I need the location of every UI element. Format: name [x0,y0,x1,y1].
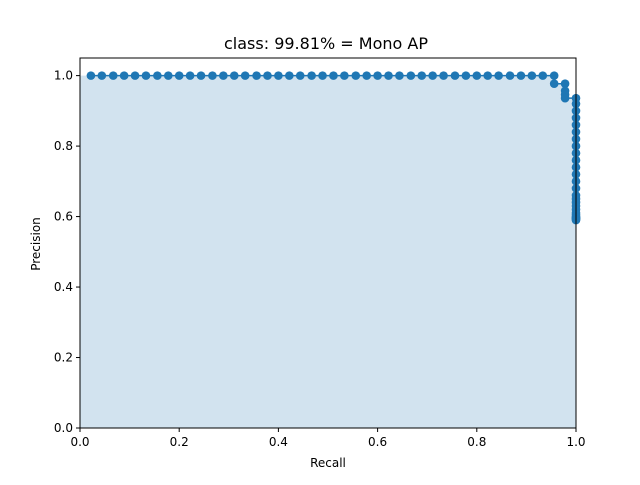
pr-curve-point [516,71,526,80]
pr-curve-point [560,93,570,103]
y-tick-label: 0.4 [54,280,73,294]
pr-curve-point [263,71,272,80]
pr-curve-point [295,71,305,80]
pr-curve-point [240,71,250,80]
pr-curve-point [439,71,448,80]
pr-curve-point [373,71,382,80]
pr-curve-point [417,71,427,80]
pr-curve-point [307,71,316,80]
pr-curve-point [395,71,404,80]
plot-area [80,71,581,428]
pr-curve-point [329,71,338,80]
x-axis-label: Recall [310,456,346,470]
pr-curve-point [196,71,206,80]
axes-frame [79,57,577,429]
pr-curve-point [538,71,548,80]
pr-curve-point [461,71,471,80]
y-axis-label: Precision [29,217,43,271]
pr-curve-point [483,71,493,80]
x-tick-label: 0.4 [269,435,288,449]
chart-title: class: 99.81% = Mono AP [224,34,428,53]
pr-curve-point [406,71,416,80]
y-tick-label: 0.8 [54,139,73,153]
pr-curve-point [208,71,217,80]
pr-curve-point [285,71,294,80]
pr-curve-point [153,71,162,80]
pr-curve-point [163,71,173,80]
y-tick-label: 0.0 [54,421,73,435]
pr-curve-point [362,71,371,80]
x-tick-label: 1.0 [566,435,585,449]
pr-curve-point [472,71,482,80]
pr-curve-point [549,71,559,80]
pr-curve-point [174,71,184,80]
pr-curve-point [428,71,437,80]
pr-curve-point [119,71,129,80]
x-tick-label: 0.0 [70,435,89,449]
pr-curve-point [450,71,460,80]
pr-curve-point [229,71,239,80]
y-tick-label: 0.6 [54,210,73,224]
pr-curve-point [318,71,327,80]
plot-clipped-group [80,75,576,428]
pr-curve-point [549,79,559,89]
pr-curve-point [274,71,283,80]
pr-curve-point [494,71,503,80]
pr-curve-point [141,71,151,80]
pr-curve-point [351,71,361,80]
pr-area-fill [80,75,576,428]
x-tick-label: 0.6 [368,435,387,449]
pr-curve-point [108,71,118,80]
pr-curve-point [384,71,393,80]
y-tick-label: 0.2 [54,351,73,365]
x-tick-label: 0.8 [467,435,486,449]
pr-curve-point [86,71,96,80]
pr-curve-point [219,71,228,80]
pr-curve-point [185,71,195,80]
pr-curve-point [130,71,140,80]
pr-curve-point [560,79,570,89]
y-tick-label: 1.0 [54,69,73,83]
axes: 0.0 0.2 0.4 0.6 0.8 1.0 0.0 0.2 0.4 0.6 0.8 1.0 [54,57,586,449]
x-tick-label: 0.2 [170,435,189,449]
pr-curve-point [505,71,515,80]
pr-curve-point [252,71,261,80]
pr-curve-point [527,71,537,80]
pr-curve-point [97,71,107,80]
pr-curve-point [340,71,349,80]
